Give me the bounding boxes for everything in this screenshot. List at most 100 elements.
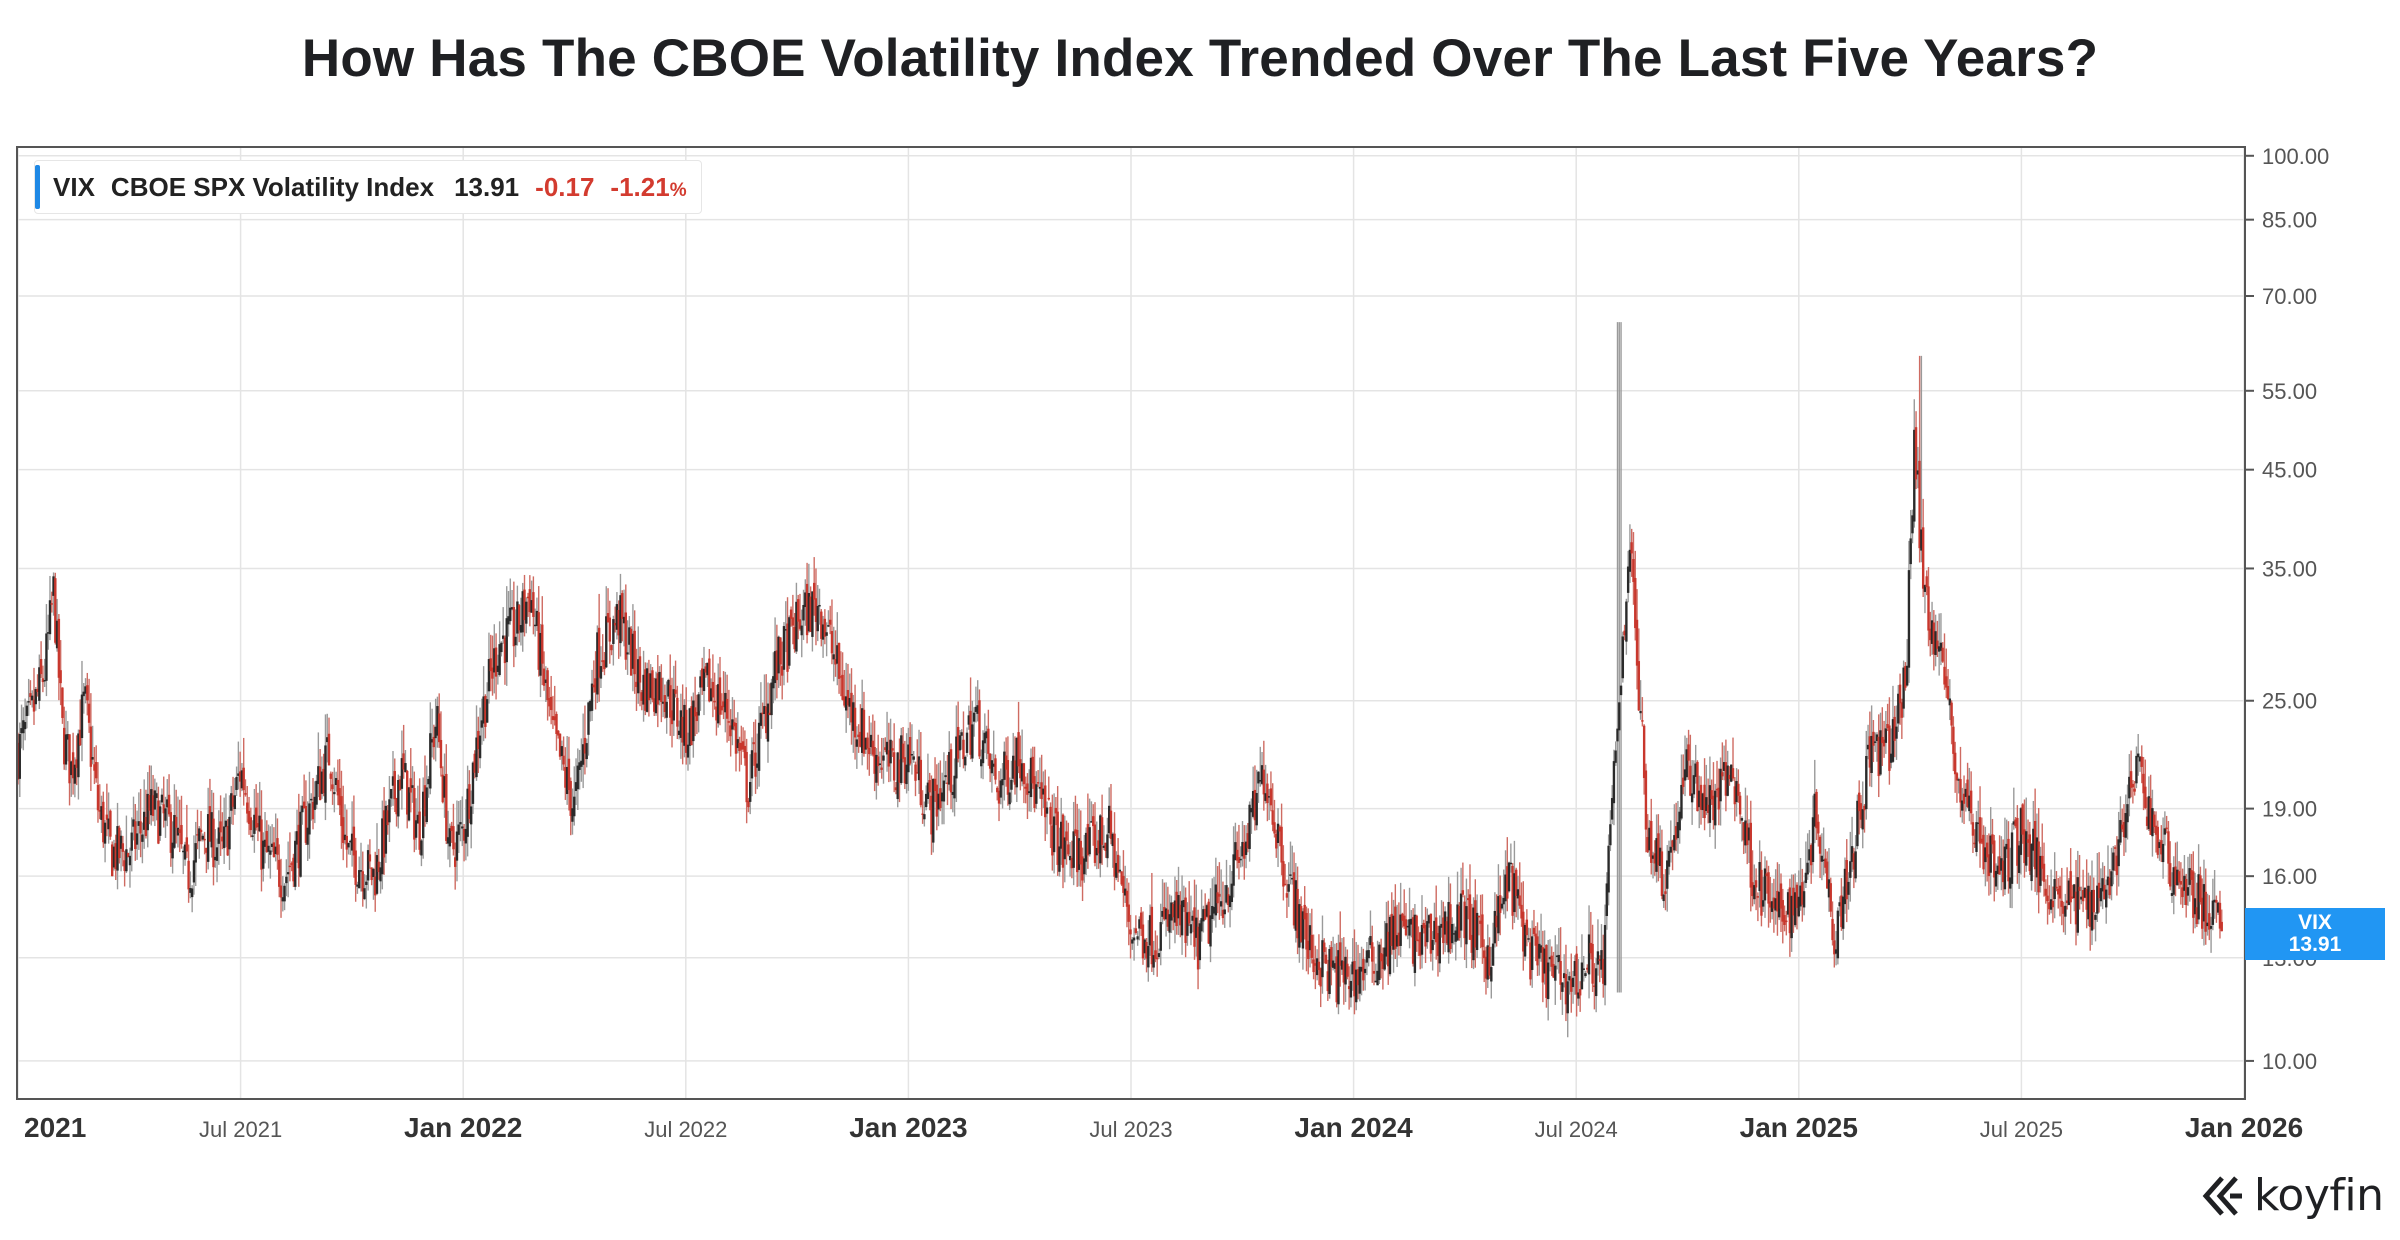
candle-body [94,762,98,779]
candle-body [2037,841,2040,893]
candle-body [2007,838,2010,882]
candle-body [406,770,409,815]
candle-body [1538,943,1541,959]
candle-body [1872,731,1875,746]
candle-body [1253,789,1257,821]
candle-body [871,740,875,755]
candle-body [1598,959,1601,961]
candle-body [1459,893,1463,931]
candle-body [1171,903,1175,918]
candle-body [1984,847,1987,863]
candle-body [185,837,189,852]
candle-body [254,807,258,828]
last-price-tag-value: 13.91 [2288,933,2342,956]
candle-body [777,636,780,674]
candlestick-series[interactable] [16,322,2223,1038]
candle-body [1333,963,1337,969]
candle-body [443,776,446,798]
candle-body [468,784,471,819]
candle-body [482,696,485,724]
candle-body [1170,902,1173,921]
candle-body [2001,860,2005,883]
candle-body [1927,586,1930,631]
candle-body [1365,950,1369,963]
candle-body [338,788,341,806]
candle-body [788,617,791,666]
candle-body [1742,822,1745,841]
candle-body [1612,761,1616,804]
candle-body [1378,944,1381,980]
candle-body [118,827,121,859]
candle-body [473,753,476,773]
candle-body [448,828,452,847]
candle-body [1948,698,1952,706]
candle-body [1763,868,1767,901]
candle-body [477,730,480,750]
candle-body [571,808,574,822]
candle-body [306,827,309,845]
candle-body [1260,765,1264,784]
candle-body [1642,725,1646,779]
candle-body [2160,840,2163,855]
candle-body [2080,896,2083,900]
candle-body [1794,892,1797,926]
candle-body [240,770,244,789]
candle-body [2060,900,2063,907]
candle-body [1618,702,1621,731]
candle-body [407,787,411,821]
candle-body [1907,570,1911,668]
candle-body [18,734,21,779]
candle-body [773,651,777,684]
candle-body [779,637,782,665]
candle-body [63,727,66,765]
candle-body [1063,837,1066,860]
candle-body [736,739,739,749]
candle-body [1395,935,1399,947]
candle-body [1219,901,1223,907]
candle-body [994,758,997,780]
candle-body [996,787,999,793]
candle-body [1419,932,1422,956]
candle-body [733,722,736,727]
candle-body [1443,911,1447,935]
candle-body [869,734,873,748]
candle-body [436,706,439,736]
candle-body [519,624,523,633]
candle-body [1374,980,1377,983]
candle-body [134,821,137,850]
candle-body [1335,956,1338,1003]
candle-body [1530,936,1534,970]
candle-body [1084,832,1088,862]
candle-body [1264,793,1267,801]
candle-body [853,707,857,738]
candle-body [1827,879,1831,898]
candle-body [1655,838,1658,872]
candle-body [1934,631,1937,655]
candle-body [141,834,144,842]
candle-body [953,775,956,799]
candle-body [1575,953,1578,995]
candle-body [212,818,215,868]
candle-body [414,820,418,838]
candle-body [1790,895,1793,939]
candle-body [1403,915,1406,927]
candle-body [1484,956,1488,979]
candle-body [644,669,647,711]
candle-body [2161,843,2165,863]
candle-body [1040,782,1043,800]
candle-body [1884,728,1888,743]
candle-body [1623,630,1626,636]
candle-body [1292,872,1296,926]
candle-body [573,796,576,817]
candle-body [2094,914,2097,920]
candle-body [2039,855,2042,886]
series-legend[interactable]: VIX CBOE SPX Volatility Index 13.91 -0.1… [34,160,702,214]
candle-body [2096,885,2099,914]
candle-body [437,713,441,743]
candle-body [935,784,939,817]
candle-body [1989,835,1992,873]
candle-body [1514,869,1518,896]
candle-body [480,720,484,728]
candle-body [1026,783,1029,795]
